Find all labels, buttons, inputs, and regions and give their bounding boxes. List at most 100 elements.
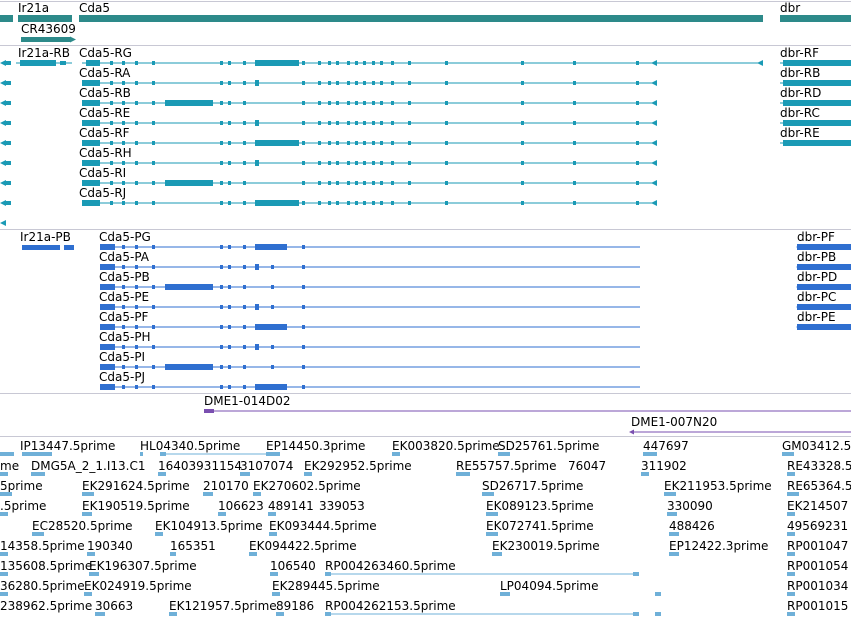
exon-block[interactable] [228, 285, 231, 289]
exon-block[interactable] [797, 284, 851, 290]
est-read[interactable] [0, 472, 8, 476]
exon-block[interactable] [271, 285, 274, 289]
exon-block[interactable] [152, 285, 155, 289]
exon-block[interactable] [380, 101, 383, 105]
exon-block[interactable] [363, 141, 366, 145]
exon-block[interactable] [391, 81, 394, 85]
exon-block[interactable] [255, 200, 299, 206]
gene-bar-dbr[interactable] [780, 15, 851, 22]
exon-block[interactable] [336, 181, 339, 185]
exon-block[interactable] [220, 161, 223, 165]
exon-block[interactable] [220, 181, 223, 185]
exon-block[interactable] [372, 81, 375, 85]
exon-block[interactable] [122, 285, 125, 289]
exon-block[interactable] [355, 161, 358, 165]
exon-block[interactable] [100, 264, 115, 270]
exon-block[interactable] [122, 201, 125, 205]
exon-block[interactable] [110, 161, 113, 165]
exon-block[interactable] [380, 141, 383, 145]
exon-block[interactable] [255, 264, 259, 270]
est-read[interactable] [787, 472, 795, 476]
exon-block[interactable] [110, 325, 113, 329]
exon-block[interactable] [5, 101, 11, 105]
exon-block[interactable] [228, 81, 231, 85]
exon-block[interactable] [271, 365, 274, 369]
exon-block[interactable] [228, 161, 231, 165]
exon-block[interactable] [573, 141, 576, 145]
exon-block[interactable] [82, 140, 100, 146]
est-read[interactable] [169, 612, 177, 616]
est-read[interactable] [268, 512, 276, 516]
exon-block[interactable] [380, 201, 383, 205]
exon-block[interactable] [152, 385, 155, 389]
exon-block[interactable] [328, 101, 331, 105]
exon-block[interactable] [797, 264, 851, 270]
exon-block[interactable] [372, 61, 375, 65]
exon-block[interactable] [255, 304, 259, 310]
gene-bar-left[interactable] [0, 15, 13, 22]
exon-block[interactable] [135, 181, 138, 185]
exon-block[interactable] [408, 81, 411, 85]
exon-block[interactable] [5, 181, 11, 185]
exon-block[interactable] [228, 385, 231, 389]
exon-block[interactable] [783, 120, 851, 126]
exon-block[interactable] [243, 345, 246, 349]
est-read[interactable] [82, 512, 92, 516]
exon-block[interactable] [152, 245, 155, 249]
exon-block[interactable] [135, 345, 138, 349]
est-read[interactable] [269, 532, 277, 536]
exon-block[interactable] [355, 181, 358, 185]
exon-block[interactable] [228, 141, 231, 145]
exon-block[interactable] [243, 305, 246, 309]
exon-block[interactable] [135, 161, 138, 165]
exon-block[interactable] [228, 181, 231, 185]
exon-block[interactable] [328, 141, 331, 145]
exon-block[interactable] [271, 385, 274, 389]
est-read[interactable] [482, 492, 494, 496]
exon-block[interactable] [328, 181, 331, 185]
exon-block[interactable] [82, 180, 100, 186]
est-read[interactable] [253, 492, 261, 496]
exon-block[interactable] [636, 121, 639, 125]
est-read[interactable] [633, 612, 639, 616]
exon-block[interactable] [336, 161, 339, 165]
exon-block[interactable] [445, 121, 448, 125]
exon-block[interactable] [363, 121, 366, 125]
exon-block[interactable] [391, 181, 394, 185]
est-read[interactable] [787, 612, 795, 616]
est-read[interactable] [140, 452, 143, 456]
exon-block[interactable] [797, 304, 851, 310]
exon-block[interactable] [573, 61, 576, 65]
exon-block[interactable] [445, 141, 448, 145]
exon-block[interactable] [228, 245, 231, 249]
exon-block[interactable] [336, 101, 339, 105]
exon-block[interactable] [220, 345, 223, 349]
exon-block[interactable] [408, 61, 411, 65]
exon-block[interactable] [521, 101, 524, 105]
exon-block[interactable] [135, 121, 138, 125]
est-read[interactable] [249, 552, 257, 556]
exon-block[interactable] [783, 100, 851, 106]
est-read[interactable] [158, 472, 166, 476]
exon-block[interactable] [22, 245, 60, 250]
exon-block[interactable] [355, 81, 358, 85]
gene-bar-cr43609[interactable] [21, 37, 71, 42]
exon-block[interactable] [318, 201, 321, 205]
exon-block[interactable] [220, 265, 223, 269]
est-read[interactable] [667, 512, 677, 516]
exon-block[interactable] [135, 265, 138, 269]
est-read[interactable] [89, 572, 99, 576]
exon-block[interactable] [347, 81, 350, 85]
exon-block[interactable] [110, 305, 113, 309]
exon-block[interactable] [271, 305, 274, 309]
est-read[interactable] [270, 572, 278, 576]
exon-block[interactable] [445, 101, 448, 105]
exon-block[interactable] [302, 385, 305, 389]
est-read[interactable] [266, 452, 274, 456]
exon-block[interactable] [302, 305, 305, 309]
exon-block[interactable] [336, 81, 339, 85]
exon-block[interactable] [220, 385, 223, 389]
exon-block[interactable] [271, 345, 274, 349]
exon-block[interactable] [408, 161, 411, 165]
exon-block[interactable] [135, 201, 138, 205]
